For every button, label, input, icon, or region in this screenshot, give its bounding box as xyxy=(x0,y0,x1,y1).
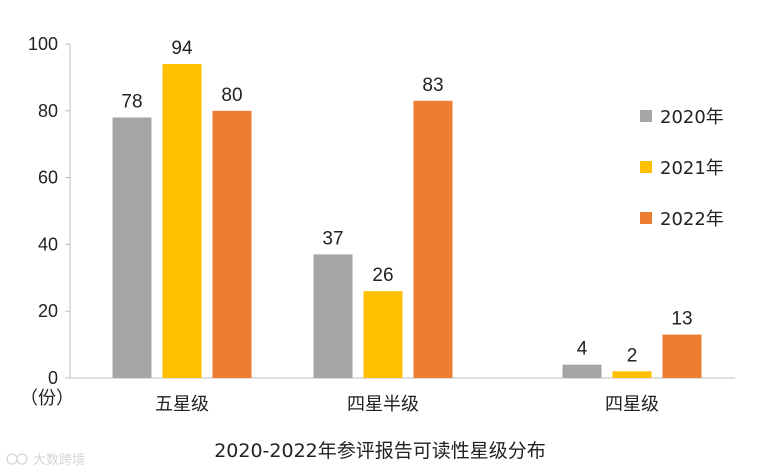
logo-icon xyxy=(6,453,28,465)
legend-label: 2021年 xyxy=(660,158,724,179)
watermark: 大数跨境 xyxy=(6,453,85,468)
bar-2020年-四星级 xyxy=(562,364,602,378)
category-label: 四星半级 xyxy=(347,394,419,415)
bar-2021年-四星半级 xyxy=(363,291,403,378)
bar-2021年-四星级 xyxy=(612,371,652,378)
y-tick-label: 60 xyxy=(38,168,58,188)
y-tick-layer: 0 20 40 60 80 100 xyxy=(28,34,70,388)
data-label: 26 xyxy=(372,265,393,286)
legend-swatch xyxy=(640,110,652,122)
bar-layer xyxy=(112,64,702,379)
data-label: 13 xyxy=(671,309,692,330)
data-label: 37 xyxy=(322,228,343,249)
chart-title: 2020-2022年参评报告可读性星级分布 xyxy=(214,440,546,462)
data-label-layer: 78 94 80 37 26 83 4 2 13 xyxy=(121,38,692,366)
data-label: 4 xyxy=(577,339,588,360)
data-label: 78 xyxy=(121,91,142,112)
y-tick-label: 100 xyxy=(28,34,58,54)
data-label: 2 xyxy=(627,345,638,366)
legend-label: 2020年 xyxy=(660,107,724,128)
y-tick-label: 80 xyxy=(38,101,58,121)
bar-2020年-五星级 xyxy=(112,117,152,378)
bar-2021年-五星级 xyxy=(162,64,202,378)
legend-swatch xyxy=(640,212,652,224)
watermark-text: 大数跨境 xyxy=(33,453,85,468)
category-label: 四星级 xyxy=(605,394,659,415)
data-label: 83 xyxy=(422,75,443,96)
y-unit-label: （份） xyxy=(20,388,74,409)
bar-2020年-四星半级 xyxy=(313,254,353,378)
category-label: 五星级 xyxy=(155,394,209,415)
bar-2022年-四星级 xyxy=(662,334,702,378)
y-tick-label: 40 xyxy=(38,234,58,254)
legend-label: 2022年 xyxy=(660,209,724,230)
data-label: 94 xyxy=(171,38,193,59)
legend: 2020年 2021年 2022年 xyxy=(640,107,724,230)
legend-swatch xyxy=(640,161,652,173)
bar-2022年-五星级 xyxy=(212,110,252,379)
data-label: 80 xyxy=(221,85,242,106)
y-tick-label: 0 xyxy=(48,368,58,388)
bar-2022年-四星半级 xyxy=(413,100,453,378)
category-label-layer: 五星级 四星半级 四星级 xyxy=(155,394,659,415)
y-tick-label: 20 xyxy=(38,301,58,321)
